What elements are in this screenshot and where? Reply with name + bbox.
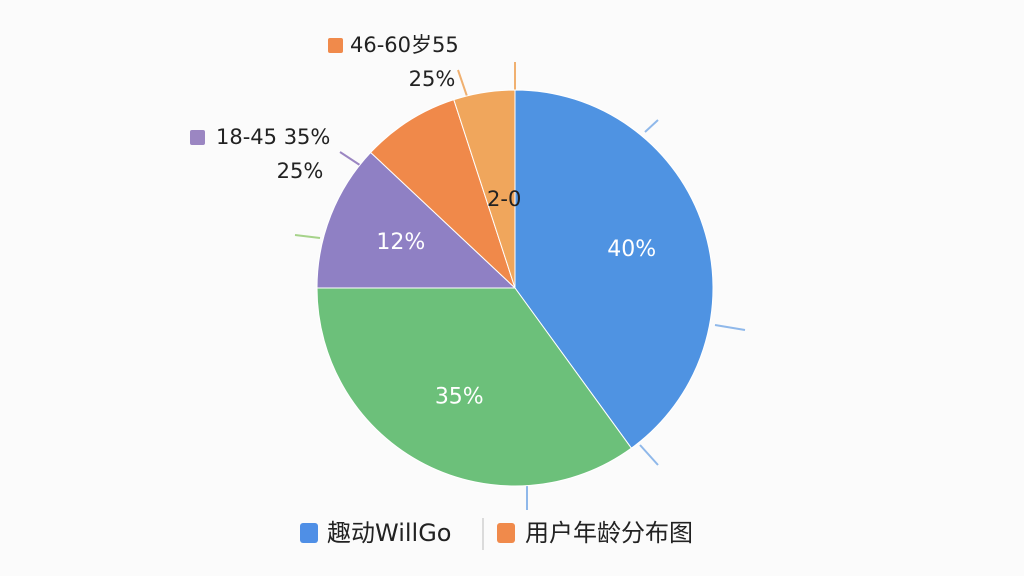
value-label: 35%	[435, 384, 484, 409]
annotation-text: 18-45 35%	[216, 125, 330, 149]
pie-slice	[369, 99, 516, 289]
value-label: 12%	[376, 230, 425, 255]
pie-slice	[316, 151, 517, 289]
annotation-swatch	[190, 130, 205, 145]
pie-slice	[453, 89, 516, 289]
annotation-text: 2-0	[487, 187, 521, 211]
legend-label: 用户年龄分布图	[525, 519, 693, 547]
leader-line	[644, 119, 659, 133]
pie-slice	[316, 287, 633, 487]
leader-line	[294, 234, 321, 239]
annotation-swatch	[328, 38, 343, 53]
leader-line	[639, 444, 659, 466]
value-label: 40%	[607, 237, 656, 262]
legend-swatch	[300, 523, 318, 543]
annotation-subtext: 25%	[409, 67, 456, 91]
legend-label: 趣动WillGo	[327, 519, 452, 547]
annotation-text: 46-60岁55	[350, 33, 459, 57]
annotation-subtext: 25%	[277, 159, 324, 183]
legend-swatch	[497, 523, 515, 543]
pie-slice	[514, 89, 714, 449]
leader-lines	[294, 62, 746, 510]
leader-line	[714, 324, 746, 331]
